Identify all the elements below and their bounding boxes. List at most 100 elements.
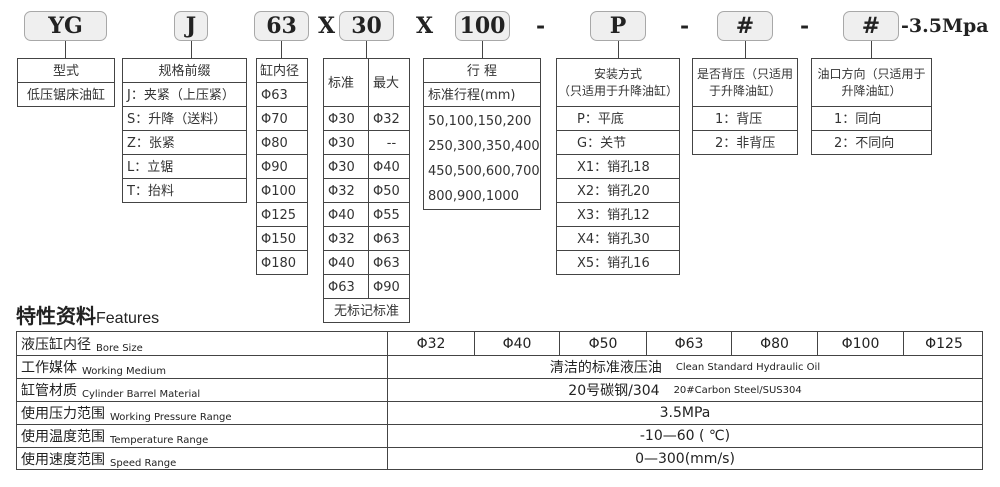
header-line: 升降油缸） bbox=[841, 84, 902, 98]
feature-label: 使用压力范围 Working Pressure Range bbox=[17, 402, 388, 424]
header-line: 行 程 bbox=[466, 63, 498, 79]
table-cell: 2：非背压 bbox=[715, 135, 776, 151]
row-divider bbox=[123, 82, 246, 83]
table-cell: Φ32 bbox=[328, 183, 355, 199]
table-cell: Φ40 bbox=[328, 255, 355, 271]
code-separator: X bbox=[318, 13, 336, 39]
code-separator: - bbox=[680, 13, 690, 39]
row-divider bbox=[557, 202, 679, 203]
connector-line bbox=[65, 41, 66, 58]
table-cell: Φ55 bbox=[373, 207, 400, 223]
stroke-line: 250,300,350,400 bbox=[428, 139, 540, 154]
features-table: 液压缸内径 Bore Size Φ32 Φ40 Φ50 Φ63 Φ80 Φ100 Φ125 工作媒… bbox=[16, 331, 983, 470]
features-title-en: Features bbox=[96, 310, 160, 327]
row-divider bbox=[557, 130, 679, 131]
table-cell: Φ90 bbox=[261, 159, 288, 175]
table-cell: Φ100 bbox=[261, 183, 297, 199]
table-footer: 无标记标准 bbox=[333, 303, 399, 319]
table-cell: -- bbox=[386, 135, 397, 151]
row-divider bbox=[123, 154, 246, 155]
table-cell: Φ63 bbox=[373, 231, 400, 247]
table-cell: L：立锯 bbox=[127, 159, 174, 175]
table-cell: Φ180 bbox=[261, 255, 297, 271]
table-cell: Φ30 bbox=[328, 111, 355, 127]
table-bore: 缸内径 Φ63 Φ70 Φ80 Φ90 Φ100 Φ125 Φ150 Φ180 bbox=[256, 58, 308, 275]
bore-size-cell: Φ125 bbox=[903, 332, 984, 355]
table-mount: 安装方式 （只适用于升降油缸） P：平底 G：关节 X1：销孔18 X2：销孔20 X3：销… bbox=[556, 58, 680, 275]
label-en: Working Medium bbox=[82, 366, 166, 377]
feature-row: 使用压力范围 Working Pressure Range 3.5MPa bbox=[17, 401, 982, 424]
feature-label: 使用速度范围 Speed Range bbox=[17, 448, 388, 470]
label-en: Speed Range bbox=[110, 458, 177, 469]
stroke-subheader: 标准行程(mm) bbox=[428, 87, 516, 103]
table-cell: 2：不同向 bbox=[834, 135, 895, 151]
row-divider bbox=[324, 202, 409, 203]
features-title-zh: 特性资料 bbox=[16, 304, 96, 328]
code-segment: 63 bbox=[254, 11, 309, 41]
value-en: Clean Standard Hydraulic Oil bbox=[675, 361, 821, 373]
table-header: 规格前缀 bbox=[123, 59, 246, 83]
label-zh: 工作媒体 bbox=[21, 360, 77, 376]
row-divider bbox=[324, 298, 409, 299]
table-header: 缸内径 bbox=[257, 59, 307, 83]
feature-label: 缸管材质 Cylinder Barrel Material bbox=[17, 379, 388, 401]
row-divider bbox=[424, 82, 540, 83]
header-cell: 标准 bbox=[328, 75, 355, 91]
table-cell: Φ90 bbox=[373, 279, 400, 295]
table-header: 是否背压（只适用 于升降油缸） bbox=[693, 59, 797, 107]
feature-value: 3.5MPa bbox=[388, 402, 982, 424]
table-cell: J：夹紧（上压紧） bbox=[127, 87, 235, 103]
bore-size-cell: Φ32 bbox=[416, 335, 446, 352]
row-divider bbox=[18, 82, 114, 83]
table-cell: Φ40 bbox=[328, 207, 355, 223]
row-divider bbox=[324, 226, 409, 227]
code-segment: YG bbox=[24, 11, 107, 41]
code-separator: - bbox=[800, 13, 810, 39]
label-zh: 缸管材质 bbox=[21, 383, 77, 399]
connector-line bbox=[281, 41, 282, 58]
feature-row: 使用温度范围 Temperature Range -10—60 ( ℃) bbox=[17, 424, 982, 447]
table-header: 行 程 bbox=[424, 59, 540, 83]
row-divider bbox=[557, 178, 679, 179]
table-cell: Φ30 bbox=[328, 135, 355, 151]
bore-size-cell: Φ100 bbox=[817, 332, 903, 355]
table-cell: X1：销孔18 bbox=[577, 159, 650, 175]
feature-label: 使用温度范围 Temperature Range bbox=[17, 425, 388, 447]
table-cell: Φ70 bbox=[261, 111, 288, 127]
stroke-line: 450,500,600,700 bbox=[428, 164, 540, 179]
value-zh: 清洁的标准液压油 bbox=[549, 360, 662, 376]
feature-value: 0—300(mm/s) bbox=[388, 448, 982, 470]
column-divider bbox=[368, 59, 369, 299]
table-backpressure: 是否背压（只适用 于升降油缸） 1：背压 2：非背压 bbox=[692, 58, 798, 155]
connector-line bbox=[871, 41, 872, 58]
label-en: Cylinder Barrel Material bbox=[82, 389, 201, 400]
row-divider bbox=[557, 106, 679, 107]
table-port: 油口方向（只适用于 升降油缸） 1：同向 2：不同向 bbox=[811, 58, 932, 155]
table-prefix: 规格前缀 J：夹紧（上压紧） S：升降（送料） Z：张紧 L：立锯 T：抬料 bbox=[122, 58, 247, 203]
value-zh: -10—60 ( ℃) bbox=[639, 428, 731, 444]
feature-value: 清洁的标准液压油 Clean Standard Hydraulic Oil bbox=[388, 356, 982, 378]
table-cell: G：关节 bbox=[577, 135, 627, 151]
label-zh: 液压缸内径 bbox=[21, 337, 91, 353]
row-divider bbox=[693, 130, 797, 131]
header-line: 型式 bbox=[52, 63, 79, 79]
value-zh: 3.5MPa bbox=[659, 405, 711, 421]
features-title: 特性资料Features bbox=[16, 300, 159, 329]
label-en: Temperature Range bbox=[110, 435, 209, 446]
header-line: 于升降油缸） bbox=[708, 84, 781, 98]
code-segment: 100 bbox=[455, 11, 510, 41]
row-divider bbox=[324, 274, 409, 275]
connector-line bbox=[745, 41, 746, 58]
row-divider bbox=[257, 202, 307, 203]
row-divider bbox=[324, 154, 409, 155]
code-segment: 30 bbox=[339, 11, 394, 41]
feature-row: 使用速度范围 Speed Range 0—300(mm/s) bbox=[17, 447, 982, 470]
label-zh: 使用速度范围 bbox=[21, 452, 105, 468]
code-segment: J bbox=[174, 11, 208, 41]
row-divider bbox=[324, 250, 409, 251]
feature-row: 缸管材质 Cylinder Barrel Material 20号碳钢/304 20#… bbox=[17, 378, 982, 401]
table-stroke: 行 程标准行程(mm) 50,100,150,200 250,300,350,400… bbox=[423, 58, 541, 210]
table-header: 标准 最大 bbox=[324, 59, 409, 107]
code-segment: # bbox=[843, 11, 899, 41]
feature-value: -10—60 ( ℃) bbox=[388, 425, 982, 447]
